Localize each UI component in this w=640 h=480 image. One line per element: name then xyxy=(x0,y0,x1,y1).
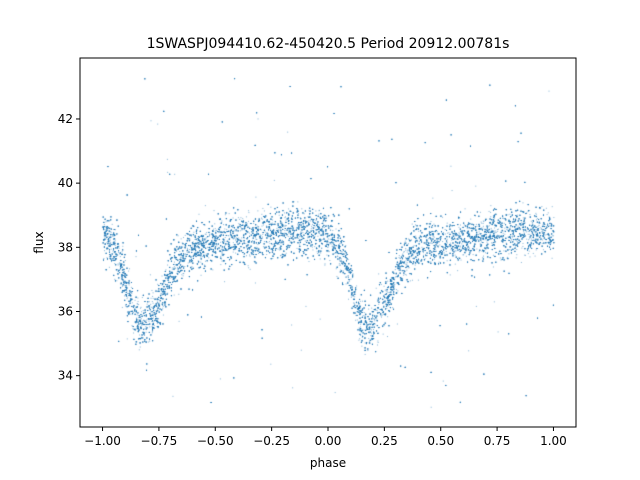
x-tick-label: 0.25 xyxy=(371,434,398,448)
x-tick-label: 1.00 xyxy=(540,434,567,448)
y-tick-label: 36 xyxy=(58,304,73,318)
y-tick-label: 34 xyxy=(58,369,73,383)
x-axis-label: phase xyxy=(310,456,346,470)
x-tick-label: 0.75 xyxy=(484,434,511,448)
x-tick-label: −1.00 xyxy=(84,434,121,448)
y-axis-label: flux xyxy=(32,231,46,253)
y-axis: 34 36 38 40 42 xyxy=(58,112,80,383)
scatter-points xyxy=(80,58,576,427)
y-tick-label: 42 xyxy=(58,112,73,126)
plot-frame xyxy=(79,57,577,428)
x-tick-label: −0.75 xyxy=(141,434,178,448)
x-tick-label: −0.50 xyxy=(197,434,234,448)
x-tick-label: 0.50 xyxy=(427,434,454,448)
y-tick-label: 40 xyxy=(58,176,73,190)
x-tick-label: −0.25 xyxy=(253,434,290,448)
y-tick-label: 38 xyxy=(58,240,73,254)
data-points xyxy=(80,58,576,427)
x-tick-label: 0.00 xyxy=(315,434,342,448)
chart-title: 1SWASPJ094410.62-450420.5 Period 20912.0… xyxy=(147,36,510,52)
x-axis: −1.00 −0.75 −0.50 −0.25 0.00 0.25 0.50 0.75 1.00 xyxy=(84,427,567,448)
